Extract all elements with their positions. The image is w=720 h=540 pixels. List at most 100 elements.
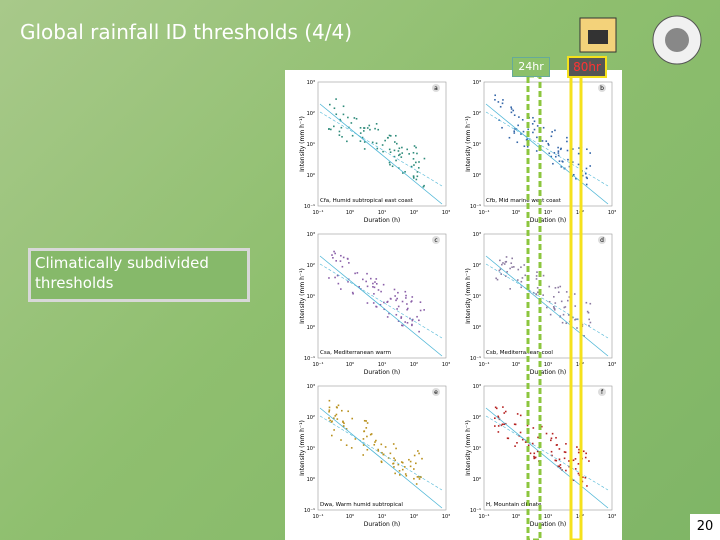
panel-letter: d — [600, 237, 604, 244]
plot-dot — [558, 160, 561, 163]
plot-dot — [341, 409, 343, 412]
plot-dot — [377, 128, 380, 131]
plot-dot — [559, 464, 562, 466]
plot-dot — [372, 302, 375, 304]
y-tick-label: 10¹ — [307, 142, 315, 148]
plot-dot — [369, 433, 372, 436]
plot-dot — [496, 278, 499, 281]
x-tick-label: 10³ — [442, 210, 450, 216]
plot-dot — [516, 413, 519, 415]
plot-dot — [421, 457, 423, 460]
plot-dot — [408, 153, 410, 155]
plot-dot — [577, 463, 580, 465]
plot-dot — [362, 454, 365, 456]
plot-dot — [413, 454, 416, 457]
plot-dot — [359, 140, 362, 142]
panel-letter-badge — [432, 388, 440, 396]
plot-dot — [518, 116, 520, 118]
panel-letter: c — [434, 237, 437, 244]
panel-caption: Csb, Mediterranean cool — [486, 350, 553, 356]
plot-dot — [585, 183, 588, 186]
plot-dot — [409, 465, 412, 468]
x-tick-label: 10⁻¹ — [312, 362, 323, 368]
plot-dot — [335, 98, 337, 100]
y-tick-label: 10³ — [473, 384, 481, 390]
plot-dot — [350, 447, 353, 449]
plot-dot — [575, 177, 577, 180]
plot-dot — [391, 165, 394, 168]
plot-dot — [366, 127, 369, 129]
plot-dot — [337, 404, 340, 407]
plot-dot — [365, 280, 367, 283]
x-axis-label: Duration (h) — [530, 521, 566, 528]
plot-dot — [495, 277, 497, 280]
plot-dot — [396, 297, 398, 300]
plot-dot — [351, 291, 354, 294]
plot-dot — [423, 309, 425, 311]
y-tick-label: 10⁻¹ — [470, 204, 481, 210]
plot-dot — [499, 268, 502, 271]
plot-dot — [356, 272, 359, 274]
panel-letter-badge — [598, 236, 606, 244]
plot-dot — [350, 122, 353, 124]
plot-dot — [377, 450, 380, 452]
plot-dot — [418, 476, 420, 478]
plot-dot — [501, 102, 504, 105]
panel-letter: b — [600, 85, 604, 92]
plot-dot — [382, 283, 385, 286]
plot-dot — [517, 124, 519, 127]
plot-dot — [584, 456, 587, 459]
plot-dot — [395, 159, 397, 162]
plot-dot — [494, 425, 496, 427]
plot-dot — [401, 468, 404, 471]
plot-dot — [395, 134, 397, 137]
plot-dot — [419, 309, 422, 312]
plot-dot — [333, 250, 335, 253]
plot-dot — [346, 140, 348, 143]
plot-dot — [494, 417, 496, 420]
plot-dot — [514, 128, 516, 130]
plot-dot — [542, 294, 544, 296]
plot-dot — [523, 145, 526, 148]
plot-dot — [341, 135, 343, 138]
plot-dot — [342, 256, 345, 259]
plot-dot — [557, 154, 560, 157]
plot-dot — [366, 272, 368, 275]
plot-dot — [389, 151, 392, 154]
plot-dot — [386, 301, 388, 304]
plot-dot — [566, 140, 568, 143]
plot-dot — [330, 421, 333, 423]
plot-dot — [365, 427, 368, 429]
plot-dot — [383, 308, 386, 311]
threshold-line — [485, 415, 609, 491]
plot-dot — [347, 116, 349, 119]
plot-dot — [560, 166, 563, 168]
plot-dot — [347, 280, 349, 283]
plot-dot — [413, 477, 415, 480]
y-tick-label: 10¹ — [473, 294, 481, 300]
plot-dot — [415, 161, 417, 164]
plot-dot — [588, 318, 590, 321]
plot-dot — [574, 318, 576, 321]
plot-dot — [404, 290, 407, 293]
plot-dot — [342, 105, 345, 108]
plot-dot — [416, 315, 418, 318]
logo — [652, 15, 702, 65]
plot-dot — [565, 322, 568, 325]
plot-dot — [404, 473, 407, 475]
plot-dot — [415, 483, 418, 485]
plot-dot — [578, 448, 580, 451]
plot-dot — [555, 459, 558, 462]
plot-dot — [509, 288, 511, 290]
plot-dot — [366, 285, 369, 288]
plot-dot — [393, 457, 395, 460]
plot-dot — [328, 399, 331, 402]
plot-dot — [506, 270, 508, 273]
plot-dot — [545, 432, 548, 435]
x-tick-label: 10³ — [608, 514, 616, 520]
plot-dot — [561, 160, 564, 163]
threshold-line — [485, 103, 609, 205]
plot-dot — [418, 161, 420, 163]
x-tick-label: 10⁰ — [346, 210, 354, 216]
